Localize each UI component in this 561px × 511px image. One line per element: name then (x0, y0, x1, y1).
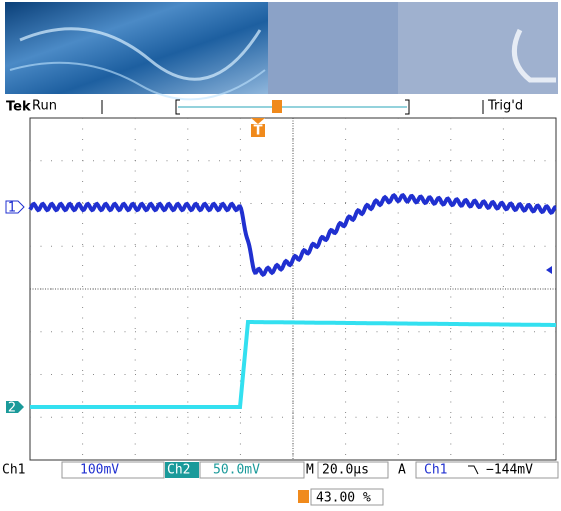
banner-panel (268, 2, 398, 94)
ch1-marker: 1 (5, 200, 25, 216)
ch2-scale: 50.0mV (213, 463, 260, 478)
brand: Tek (6, 100, 31, 115)
banner (5, 2, 558, 101)
banner-streak (19, 27, 262, 81)
trigger-source: Ch1 (424, 463, 447, 478)
run-state: Run (32, 99, 57, 114)
trigger-marker: T (251, 118, 265, 139)
trigger-letter: T (254, 124, 263, 139)
slope-icon (468, 465, 479, 475)
time-scale-box (317, 461, 389, 479)
trigger-mode: A (398, 463, 406, 478)
trigger-box-frame (415, 461, 559, 479)
time-label: M (306, 463, 314, 478)
status-bar: Tek Run Trig'd (6, 99, 523, 115)
ch2-label: Ch2 (167, 463, 190, 478)
ch1-trace (28, 193, 557, 277)
ch1-marker-shape (5, 200, 25, 214)
ch1-scale: 100mV (80, 463, 119, 478)
trigger-level-arrow (546, 266, 552, 274)
time-scale: 20.0µs (322, 463, 369, 478)
banner-image (5, 2, 268, 94)
trigger-level: −144mV (486, 463, 533, 478)
footer-bar: Ch1 100mV Ch2 50.0mV M 20.0µs A Ch1 −144… (2, 461, 559, 479)
trigger-position: 43.00 % (316, 491, 371, 506)
ch2-label-box (165, 462, 199, 478)
ch2-trace (30, 320, 556, 409)
record-bracket (175, 99, 410, 115)
position-box (310, 488, 384, 506)
banner-logo (511, 28, 556, 83)
ch1-marker-label: 1 (8, 201, 16, 216)
graticule (29, 117, 557, 461)
ch2-marker-shape (6, 401, 24, 413)
banner-streak (9, 61, 266, 101)
trigger-arrow (251, 118, 265, 124)
trigger-status: Trig'd (487, 99, 523, 114)
trigger-box (251, 124, 265, 137)
ch2-scale-box (199, 461, 305, 479)
ch1-label: Ch1 (2, 463, 25, 478)
ch2-marker-label: 2 (8, 401, 16, 416)
ch2-marker: 2 (6, 401, 24, 416)
position-icon (298, 490, 309, 503)
trigger-icon (272, 100, 282, 113)
ch1-scale-box (61, 461, 165, 479)
